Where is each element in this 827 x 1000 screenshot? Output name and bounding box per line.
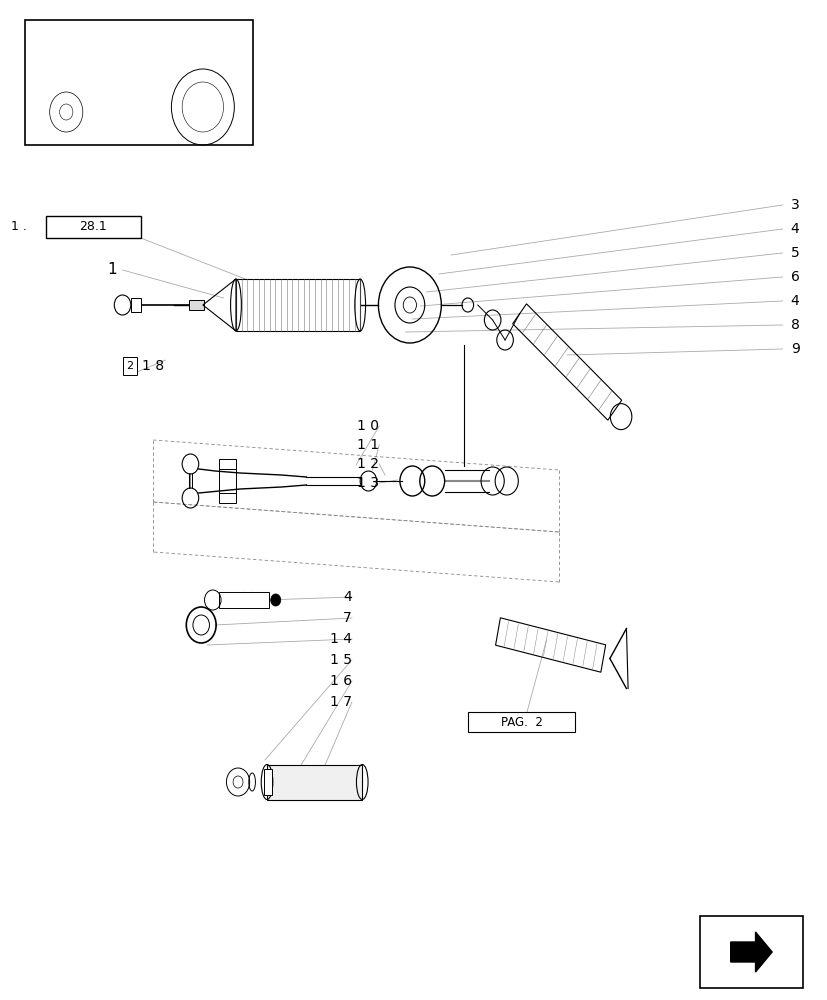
Bar: [699, 916, 802, 988]
Text: 9: 9: [790, 342, 799, 356]
Text: 1 5: 1 5: [329, 653, 351, 667]
Circle shape: [270, 594, 280, 606]
Text: 4: 4: [790, 222, 799, 236]
Text: 4: 4: [790, 294, 799, 308]
Text: 1 8: 1 8: [142, 359, 165, 373]
Text: 28.1: 28.1: [79, 221, 107, 233]
Text: 2: 2: [127, 361, 133, 371]
Text: 1 2: 1 2: [356, 457, 379, 471]
Text: 5: 5: [790, 246, 799, 260]
Text: 7: 7: [342, 611, 351, 625]
Text: 6: 6: [790, 270, 799, 284]
Text: 1 3: 1 3: [356, 476, 379, 490]
Bar: [467, 712, 575, 732]
Bar: [263, 769, 271, 795]
Text: 1 0: 1 0: [356, 419, 379, 433]
Text: 1 7: 1 7: [329, 695, 351, 709]
Bar: [219, 592, 269, 608]
Text: 1 4: 1 4: [329, 632, 351, 646]
Bar: [122, 357, 137, 375]
Bar: [25, 20, 252, 145]
Text: 1 1: 1 1: [356, 438, 379, 452]
Bar: [131, 298, 141, 312]
Text: 1: 1: [107, 262, 117, 277]
Text: 1 6: 1 6: [329, 674, 351, 688]
Bar: [189, 300, 203, 310]
Text: PAG.  2: PAG. 2: [500, 716, 542, 728]
Text: 8: 8: [790, 318, 799, 332]
Text: 4: 4: [342, 590, 351, 604]
Text: 1 .: 1 .: [11, 221, 27, 233]
Bar: [219, 493, 236, 503]
Bar: [219, 459, 236, 469]
Text: 3: 3: [790, 198, 799, 212]
Bar: [236, 279, 360, 331]
Polygon shape: [729, 932, 771, 972]
Bar: [45, 216, 141, 238]
Bar: [266, 764, 362, 800]
